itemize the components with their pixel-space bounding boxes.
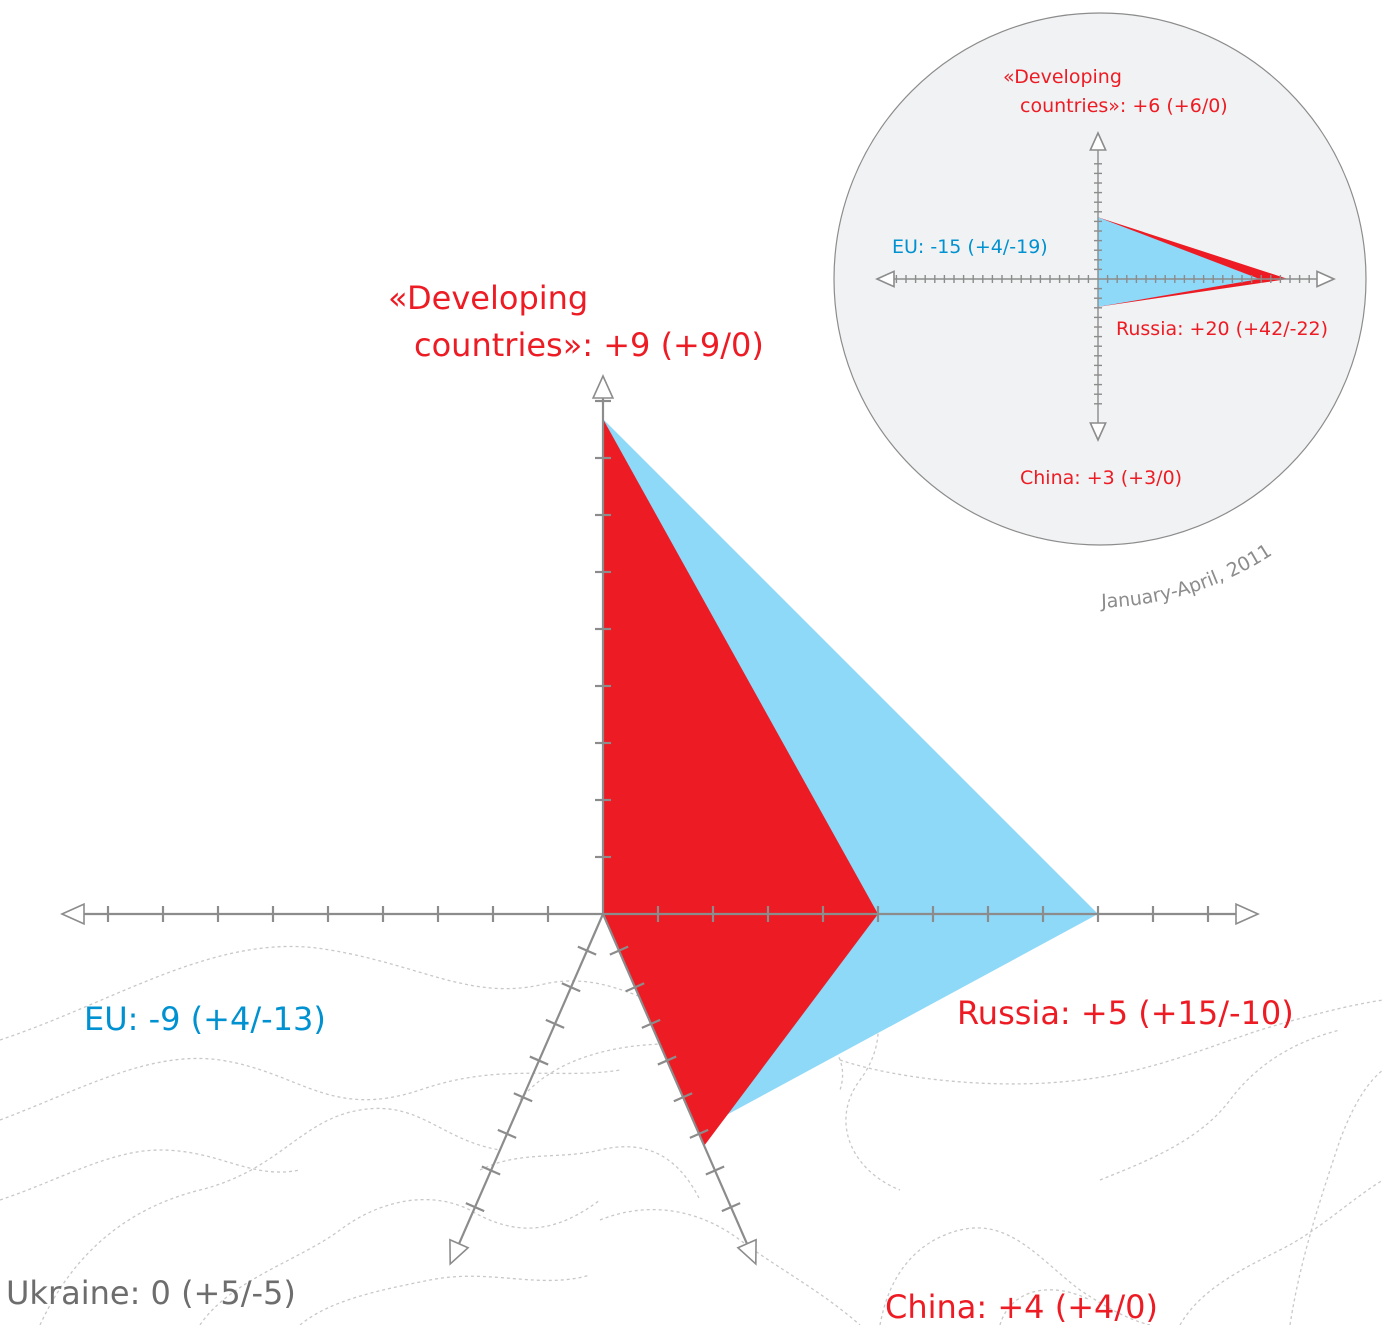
inset-axes [885,145,1325,428]
tick-ukraine [513,1092,533,1103]
tick-ukraine [481,1165,501,1176]
tick-china [657,1055,677,1066]
axis-china [601,913,749,1245]
inset-label-russia: Russia: +20 (+42/-22) [1116,318,1328,340]
tick-ukraine [545,1018,565,1029]
arrow-china [736,1238,757,1266]
inset-polygon-blue [1098,217,1260,307]
tick-ukraine [529,1055,549,1066]
inset-label-developing-line1: «Developing [1003,66,1122,88]
inset-label-china: China: +3 (+3/0) [1020,467,1182,489]
label-developing-line1: «Developing [388,279,588,317]
arrow-russia [1235,902,1260,926]
inset-radar-chart: «Developing countries»: +6 (+6/0) Russia: … [833,12,1367,613]
tick-china [673,1092,693,1103]
series-polygon-red [603,419,878,1146]
tick-china [641,1018,661,1029]
tick-china [625,982,645,993]
contour-lines [0,945,1383,1325]
tick-china [609,945,629,956]
arrow-ukraine [449,1238,470,1266]
inset-caption: January-April, 2011 [1100,540,1276,613]
inset-arrow-china [1089,422,1107,442]
tick-china [721,1202,741,1213]
arrow-eu [60,902,85,926]
tick-ukraine [561,982,581,993]
tick-ukraine [577,945,597,956]
label-developing-line2: countries»: +9 (+9/0) [414,326,764,364]
main-radar-chart: «Developing countries»: +9 (+9/0) Russia: … [6,279,1294,1325]
inset-label-developing-line2: countries»: +6 (+6/0) [1020,95,1228,117]
inset-arrow-developing [1089,131,1107,151]
tick-china [705,1165,725,1176]
inset-arrow-russia [1316,270,1336,288]
label-china: China: +4 (+4/0) [885,1288,1158,1325]
arrow-developing [591,374,615,399]
tick-ukraine [497,1128,517,1139]
tick-china [689,1128,709,1139]
axis-ukraine [457,913,605,1245]
inset-label-eu: EU: -15 (+4/-19) [892,236,1048,258]
label-eu: EU: -9 (+4/-13) [84,1000,326,1038]
label-ukraine: Ukraine: 0 (+5/-5) [6,1274,296,1312]
inset-arrow-eu [875,270,895,288]
inset-caption-text: January-April, 2011 [1100,540,1276,613]
axes [70,385,1250,1245]
label-russia: Russia: +5 (+15/-10) [957,994,1294,1032]
tick-ukraine [465,1202,485,1213]
